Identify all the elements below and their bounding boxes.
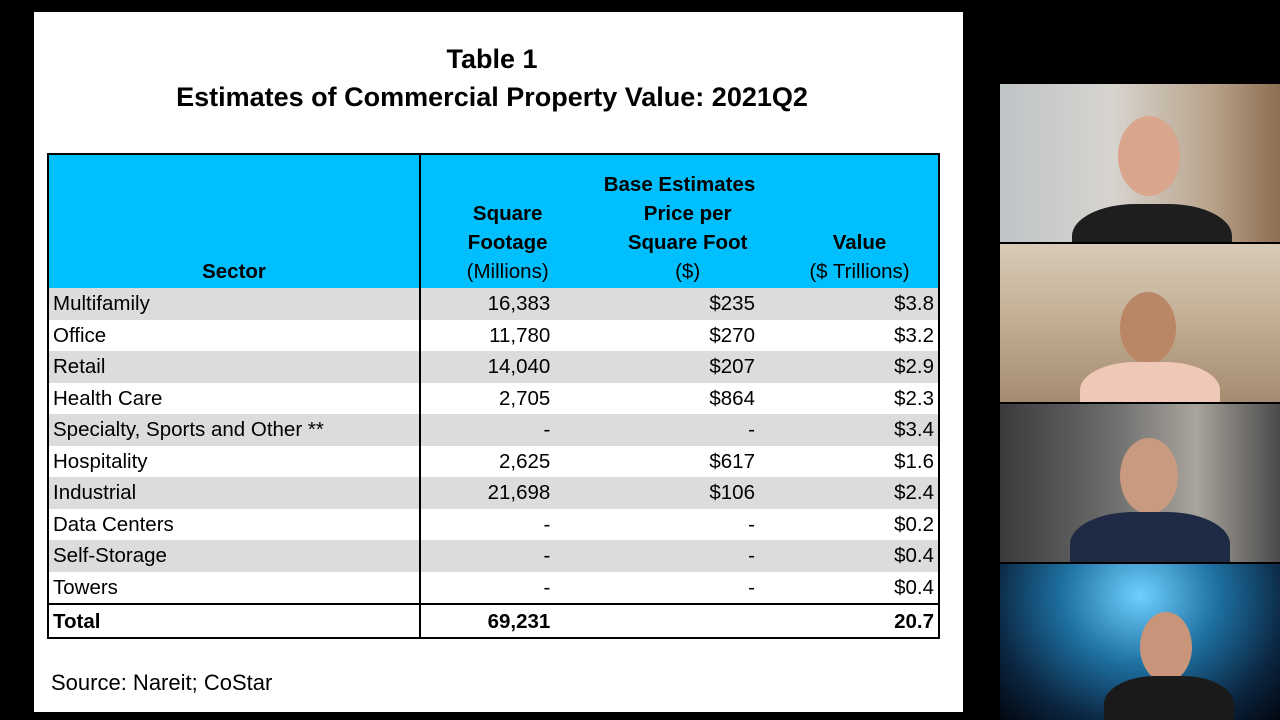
table-row: Health Care 2,705 $864 $2.3 <box>48 382 939 414</box>
table-row: Industrial 21,698 $106 $2.4 <box>48 477 939 509</box>
cell-price-per-sqft: - <box>594 571 781 604</box>
participant-body <box>1104 676 1234 720</box>
cell-sector: Retail <box>48 351 421 383</box>
participant-avatar <box>1118 116 1180 196</box>
cell-sector: Health Care <box>48 382 421 414</box>
cell-square-footage: 2,625 <box>420 445 595 477</box>
cell-value: $0.2 <box>780 508 939 540</box>
cell-sector: Office <box>48 319 421 351</box>
header-value: Value ($ Trillions) <box>780 199 939 288</box>
cell-square-footage: - <box>420 540 595 572</box>
cell-sector: Specialty, Sports and Other ** <box>48 414 421 446</box>
cell-sector: Self-Storage <box>48 540 421 572</box>
video-tile-participant-3[interactable] <box>1000 404 1280 562</box>
cell-value: $2.3 <box>780 382 939 414</box>
table-body: Multifamily 16,383 $235 $3.8 Office 11,780 $27… <box>48 288 939 638</box>
cell-value: $1.6 <box>780 445 939 477</box>
header-price-line2: Square Foot <box>627 231 748 254</box>
cell-value: $3.8 <box>780 288 939 320</box>
participant-body <box>1072 204 1232 242</box>
video-tile-participant-4[interactable] <box>1000 564 1280 720</box>
title-line-1: Table 1 <box>446 44 538 74</box>
cell-square-footage: 2,705 <box>420 382 595 414</box>
cell-price-per-sqft: - <box>594 414 781 446</box>
participant-avatar <box>1120 438 1178 514</box>
cell-sector: Multifamily <box>48 288 421 320</box>
cell-square-footage: - <box>420 414 595 446</box>
header-square-footage-line1: Square <box>472 202 543 225</box>
participant-body <box>1070 512 1230 562</box>
cell-square-footage: 14,040 <box>420 351 595 383</box>
cell-sector: Data Centers <box>48 508 421 540</box>
slide-title: Table 1 Estimates of Commercial Property… <box>34 40 950 116</box>
cell-price-per-sqft <box>594 603 781 638</box>
table-row: Data Centers - - $0.2 <box>48 508 939 540</box>
cell-sector: Hospitality <box>48 445 421 477</box>
header-price-unit: ($) <box>675 260 701 283</box>
table-row: Towers - - $0.4 <box>48 571 939 604</box>
cell-price-per-sqft: $270 <box>594 319 781 351</box>
shared-slide: Table 1 Estimates of Commercial Property… <box>34 12 963 712</box>
property-value-table: Sector Base Estimates Square Footage (Mi… <box>47 153 940 639</box>
cell-value: $3.2 <box>780 319 939 351</box>
cell-square-footage: - <box>420 571 595 604</box>
cell-price-per-sqft: - <box>594 540 781 572</box>
header-value-unit: ($ Trillions) <box>809 260 910 283</box>
table-row: Specialty, Sports and Other ** - - $3.4 <box>48 414 939 446</box>
cell-value: $2.4 <box>780 477 939 509</box>
cell-value: 20.7 <box>780 603 939 638</box>
cell-square-footage: 69,231 <box>420 603 595 638</box>
cell-price-per-sqft: $617 <box>594 445 781 477</box>
header-price-per-sqft: Price per Square Foot ($) <box>594 199 781 288</box>
participant-avatar <box>1120 292 1176 364</box>
video-tile-participant-2[interactable] <box>1000 244 1280 402</box>
title-line-2: Estimates of Commercial Property Value: … <box>176 82 808 112</box>
header-value-line1: Value <box>832 231 887 254</box>
participant-body <box>1080 362 1220 402</box>
cell-price-per-sqft: $235 <box>594 288 781 320</box>
header-base-estimates: Base Estimates <box>420 154 939 199</box>
table-row: Retail 14,040 $207 $2.9 <box>48 351 939 383</box>
header-sector: Sector <box>48 154 421 288</box>
cell-value: $2.9 <box>780 351 939 383</box>
cell-square-footage: 11,780 <box>420 319 595 351</box>
cell-sector: Towers <box>48 571 421 604</box>
table-row-total: Total 69,231 20.7 <box>48 603 939 638</box>
cell-square-footage: - <box>420 508 595 540</box>
cell-price-per-sqft: $106 <box>594 477 781 509</box>
header-square-footage-unit: (Millions) <box>466 260 549 283</box>
cell-price-per-sqft: - <box>594 508 781 540</box>
cell-sector: Total <box>48 603 421 638</box>
header-price-line1: Price per <box>643 202 732 225</box>
cell-sector: Industrial <box>48 477 421 509</box>
header-square-footage: Square Footage (Millions) <box>420 199 595 288</box>
cell-value: $0.4 <box>780 571 939 604</box>
participant-avatar <box>1140 612 1192 682</box>
cell-square-footage: 16,383 <box>420 288 595 320</box>
table-row: Office 11,780 $270 $3.2 <box>48 319 939 351</box>
header-square-footage-line2: Footage <box>467 231 548 254</box>
table-row: Hospitality 2,625 $617 $1.6 <box>48 445 939 477</box>
source-note: Source: Nareit; CoStar <box>51 670 273 695</box>
cell-value: $0.4 <box>780 540 939 572</box>
table-row: Self-Storage - - $0.4 <box>48 540 939 572</box>
cell-price-per-sqft: $864 <box>594 382 781 414</box>
video-tile-participant-1[interactable] <box>1000 84 1280 242</box>
cell-value: $3.4 <box>780 414 939 446</box>
table-row: Multifamily 16,383 $235 $3.8 <box>48 288 939 320</box>
cell-square-footage: 21,698 <box>420 477 595 509</box>
cell-price-per-sqft: $207 <box>594 351 781 383</box>
